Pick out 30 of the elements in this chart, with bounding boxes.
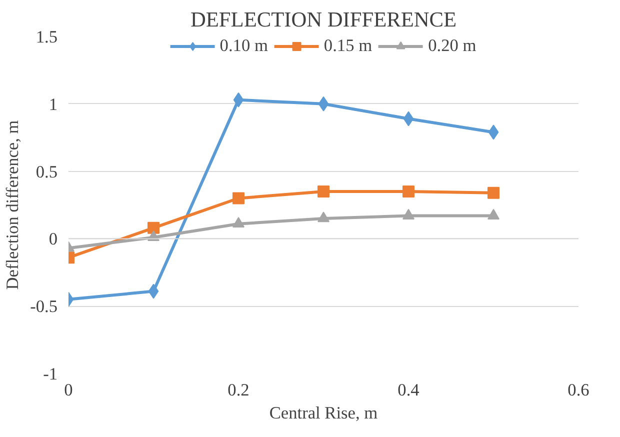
- x-axis-title: Central Rise, m: [269, 404, 378, 422]
- point: [232, 217, 244, 228]
- point: [488, 208, 500, 220]
- y-tick-label: 0.5: [36, 162, 58, 182]
- y-tick-label: 0: [48, 230, 58, 249]
- point: [148, 222, 160, 234]
- y-tick-label: -0.5: [30, 297, 58, 316]
- legend-label: 0.20 m: [428, 36, 476, 56]
- point: [148, 284, 159, 299]
- point: [488, 186, 500, 199]
- point: [402, 208, 414, 220]
- legend-label: 0.15 m: [324, 36, 372, 56]
- point: [318, 212, 330, 222]
- x-tick-label: 0: [64, 380, 73, 400]
- point: [403, 111, 414, 126]
- point: [232, 192, 244, 204]
- x-tick-label: 0.4: [398, 380, 420, 400]
- x-tick-label: 0.6: [568, 380, 590, 400]
- chart-title: DEFLECTION DIFFERENCE: [190, 8, 457, 32]
- point: [233, 92, 244, 108]
- y-tick-label: -1: [43, 364, 58, 384]
- y-tick-label: 1: [48, 94, 58, 114]
- y-axis-title: Deflection difference, m: [3, 120, 22, 290]
- point: [318, 96, 329, 112]
- point: [318, 186, 330, 198]
- x-tick-label: 0.2: [228, 380, 250, 400]
- legend-label: 0.10 m: [220, 36, 268, 56]
- point: [488, 124, 499, 140]
- point: [402, 186, 414, 198]
- y-tick-label: 1.5: [36, 28, 58, 46]
